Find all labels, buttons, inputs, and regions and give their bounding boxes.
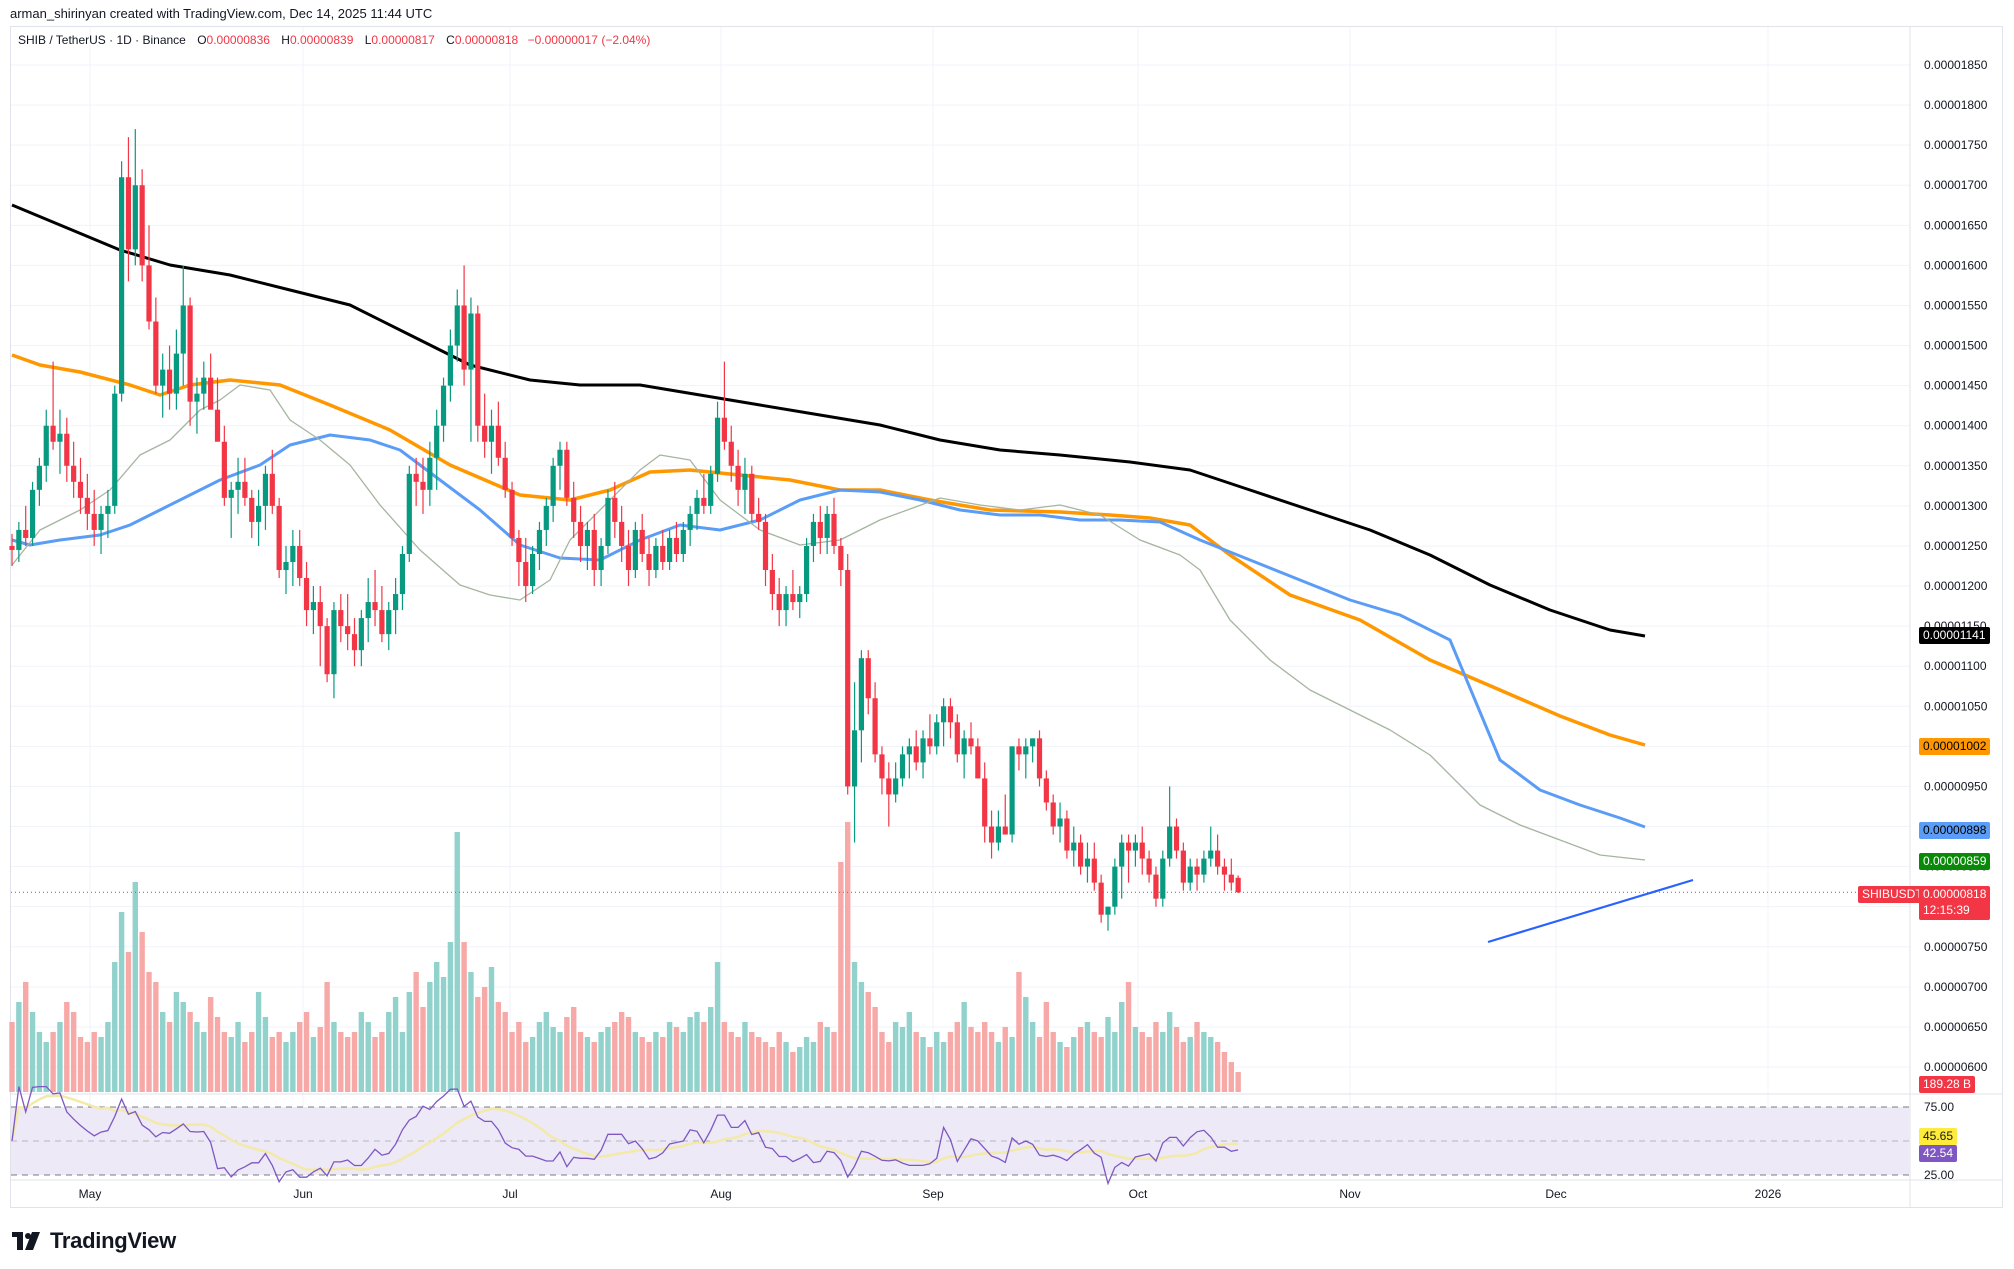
tradingview-logo[interactable]: TradingView: [12, 1228, 176, 1254]
price-axis-label: 0.00001050: [1924, 699, 1988, 713]
rsi-axis-label: 25.00: [1924, 1168, 1954, 1182]
chart-credit: arman_shirinyan created with TradingView…: [10, 6, 433, 21]
price-axis-label: 0.00001100: [1924, 659, 1987, 673]
low-label: L: [364, 33, 372, 47]
time-label-jul: Jul: [502, 1187, 518, 1201]
price-axis-label: 0.00000700: [1924, 980, 1988, 994]
volume-bars: [9, 822, 1241, 1092]
last-price: 0.00000818: [1923, 887, 1987, 901]
price-axis-label: 0.00001650: [1924, 218, 1988, 232]
symbol-price-tag: SHIBUSDT: [1858, 886, 1927, 903]
rsi-pane: [10, 1085, 1239, 1186]
close-value: 0.00000818: [454, 33, 519, 47]
logo-text: TradingView: [50, 1228, 176, 1253]
time-label-oct: Oct: [1128, 1187, 1148, 1201]
low-value: 0.00000817: [371, 33, 435, 47]
price-axis-label: 0.00001500: [1924, 339, 1988, 353]
price-axis-label: 0.00000750: [1924, 940, 1988, 954]
open-value: 0.00000836: [206, 33, 270, 47]
ma200-price-tag: 0.00001141: [1919, 627, 1990, 644]
price-axis-label: 0.00001300: [1924, 499, 1988, 513]
price-axis-label: 0.00001750: [1924, 138, 1988, 152]
symbol-title: SHIB / TetherUS · 1D · Binance: [18, 33, 186, 47]
change-value: −0.00000017 (−2.04%): [527, 33, 651, 47]
time-label-nov: Nov: [1339, 1187, 1361, 1201]
ma20-line: [11, 384, 1646, 861]
price-axis-label: 0.00001850: [1924, 58, 1988, 72]
ma100-price-tag: 0.00001002: [1919, 738, 1991, 755]
open-label: O: [197, 33, 207, 47]
rsi-axis-label: 75.00: [1924, 1100, 1954, 1114]
volume-tag: 189.28 B: [1919, 1076, 1976, 1093]
rsi-band: [11, 1106, 1910, 1176]
symbol-legend: SHIB / TetherUS · 1D · Binance O0.000008…: [18, 33, 650, 47]
price-axis-label: 0.00001250: [1924, 539, 1988, 553]
candlesticks: [9, 129, 1241, 931]
rsi-value-tag: 42.54: [1919, 1145, 1958, 1162]
last-price-tag: 0.00000818 12:15:39: [1919, 886, 1991, 920]
price-axis-label: 0.00001200: [1924, 579, 1988, 593]
rsi-line: [11, 1085, 1239, 1186]
ma200-line: [11, 203, 1646, 638]
price-axis-label: 0.00001450: [1924, 379, 1988, 393]
price-axis-label: 0.00001700: [1924, 178, 1988, 192]
price-axis-label: 0.00001800: [1924, 98, 1988, 112]
time-label-sep: Sep: [922, 1187, 944, 1201]
support-trendline: [1487, 878, 1694, 944]
time-label-dec: Dec: [1545, 1187, 1567, 1201]
price-axis-label: 0.00001600: [1924, 258, 1988, 272]
price-axis-label: 0.00000950: [1924, 779, 1988, 793]
price-axis-label: 0.00000650: [1924, 1020, 1988, 1034]
chart-overlay: [11, 878, 1910, 944]
price-axis: 0.00001850 0.00001800 0.00001750 0.00001700…: [1924, 58, 1988, 1182]
price-axis-label: 0.00001550: [1924, 298, 1988, 312]
ma100-line: [11, 353, 1646, 747]
time-label-jun: Jun: [293, 1187, 313, 1201]
price-axis-label: 0.00000600: [1924, 1060, 1988, 1074]
chart-frame: [10, 26, 2003, 1208]
time-label-aug: Aug: [710, 1187, 732, 1201]
rsi-ma-tag: 45.65: [1919, 1128, 1958, 1145]
close-label: C: [446, 33, 455, 47]
ma50-price-tag: 0.00000898: [1919, 822, 1991, 839]
ma20-price-tag: 0.00000859: [1919, 853, 1991, 870]
price-axis-label: 0.00001400: [1924, 419, 1988, 433]
grid-lines: [11, 27, 2002, 1207]
ma50-line: [11, 433, 1646, 829]
time-label-2026: 2026: [1754, 1187, 1782, 1201]
bar-countdown: 12:15:39: [1923, 903, 1970, 917]
time-label-may: May: [78, 1187, 102, 1201]
high-label: H: [281, 33, 290, 47]
price-axis-label: 0.00001350: [1924, 459, 1988, 473]
high-value: 0.00000839: [289, 33, 354, 47]
tradingview-logo-icon: [12, 1232, 40, 1250]
